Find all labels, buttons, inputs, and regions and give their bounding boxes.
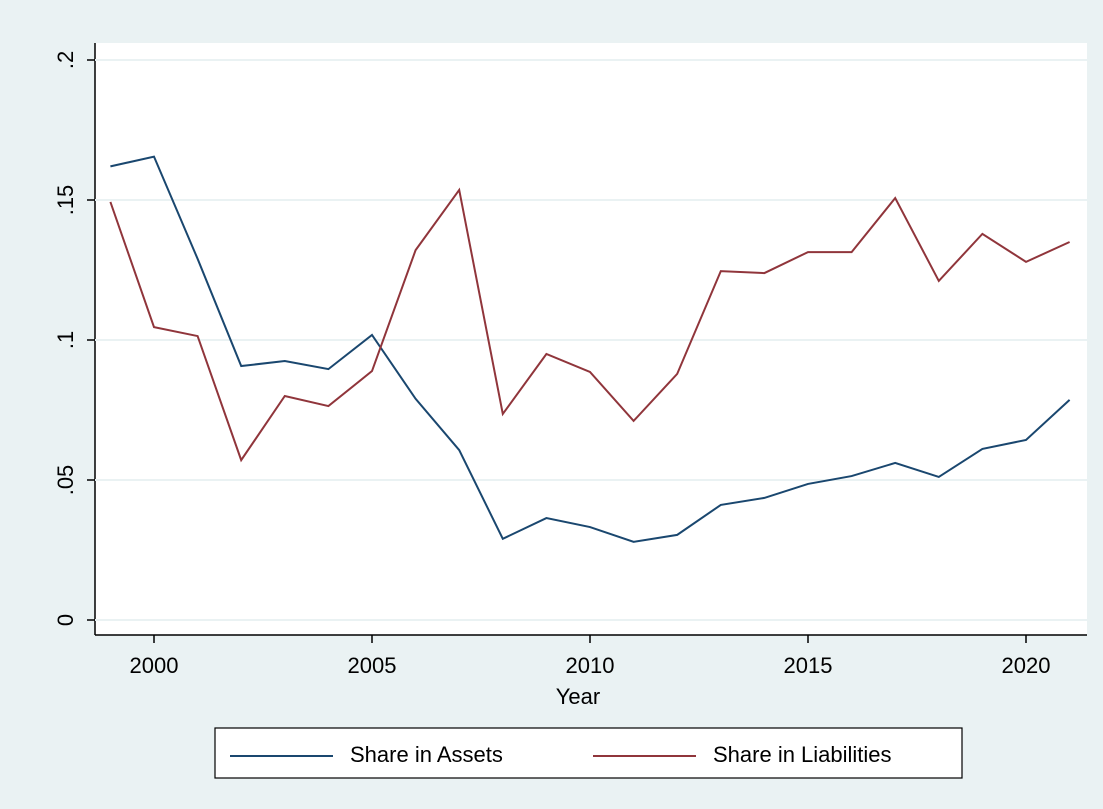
legend-label: Share in Liabilities: [713, 742, 892, 767]
x-axis-label: Year: [556, 684, 600, 709]
y-tick-label: .2: [53, 51, 78, 69]
y-tick-label: 0: [53, 614, 78, 626]
series-line: [109, 187, 1071, 463]
legend-label: Share in Assets: [350, 742, 503, 767]
y-tick-label: .15: [53, 185, 78, 216]
y-tick-label: .1: [53, 331, 78, 349]
legend-box: [214, 727, 963, 779]
y-tick-label: .05: [53, 465, 78, 496]
x-tick-label: 2010: [566, 653, 615, 678]
x-tick-label: 2005: [348, 653, 397, 678]
series-line: [110, 155, 1071, 543]
x-tick-label: 2020: [1002, 653, 1051, 678]
x-tick-label: 2015: [784, 653, 833, 678]
x-tick-label: 2000: [130, 653, 179, 678]
